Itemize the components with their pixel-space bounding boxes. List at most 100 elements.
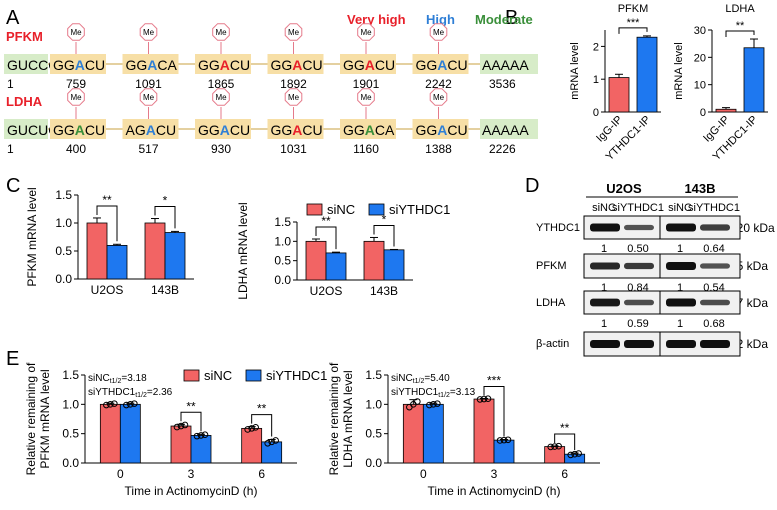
- significance-stars: ***: [627, 17, 641, 29]
- data-point: [272, 437, 279, 444]
- motif-sequence: AGACU: [126, 122, 177, 138]
- data-point: [504, 436, 512, 444]
- y-tick-label: 0.0: [365, 456, 382, 470]
- motif-position: 1901: [353, 77, 380, 91]
- data-point: [268, 438, 275, 446]
- bar: [422, 403, 444, 464]
- data-point: [555, 442, 562, 450]
- protein-band: [666, 298, 696, 307]
- bar: [305, 240, 327, 281]
- data-point: [177, 422, 185, 430]
- panel-a-label: A: [6, 7, 20, 29]
- half-life-annotation: siYTHDC1t1/2=2.36: [88, 387, 173, 399]
- legend-high: High: [426, 12, 455, 27]
- motif-box: [195, 119, 251, 139]
- protein-band: [666, 262, 696, 270]
- data-point: [127, 401, 134, 408]
- bar: [608, 77, 630, 113]
- significance-stars: ***: [487, 373, 501, 387]
- legend-very-high: Very high: [347, 12, 406, 27]
- methyl-icon: [67, 88, 85, 106]
- motif-box: [412, 54, 469, 74]
- bar: [363, 240, 385, 281]
- y-tick-label: 2: [593, 41, 599, 53]
- cell-line-label: U2OS: [606, 181, 642, 196]
- y-axis-label: mRNA level: [569, 42, 581, 99]
- significance-stars: **: [102, 193, 112, 207]
- panel-d-label: D: [525, 175, 539, 197]
- protein-label: β-actin: [536, 338, 569, 350]
- methyl-label: Me: [215, 93, 227, 102]
- protein-band: [624, 340, 654, 348]
- methyl-icon: [212, 23, 230, 41]
- y-tick-label: 0.0: [62, 456, 79, 470]
- significance-stars: *: [382, 212, 387, 226]
- end-flank-text: AAAAA: [482, 122, 529, 138]
- bar: [99, 403, 121, 464]
- significance-stars: **: [560, 421, 570, 435]
- start-flank-box: [4, 119, 48, 139]
- motif-box: [267, 119, 324, 139]
- data-point: [547, 443, 554, 451]
- lane-label: siNC: [592, 202, 616, 214]
- data-point: [248, 425, 255, 432]
- data-point: [103, 401, 110, 409]
- methyl-label: Me: [143, 28, 155, 37]
- methyl-icon: [429, 23, 448, 41]
- y-axis-label: PFKM mRNA level: [25, 187, 39, 286]
- y-axis-label: LDHA mRNA level: [341, 370, 355, 467]
- methyl-icon: [212, 88, 230, 106]
- chart-title: LDHA: [725, 3, 755, 15]
- y-axis-label: LDHA mRNA level: [236, 202, 250, 299]
- data-point: [201, 431, 209, 439]
- data-point: [193, 432, 201, 440]
- legend-moderate: Moderate: [475, 12, 533, 27]
- band-ratio: 1: [601, 318, 607, 330]
- data-point: [575, 450, 582, 457]
- methyl-icon: [284, 88, 303, 106]
- motif-sequence: GGACU: [53, 57, 105, 73]
- y-tick-label: 20: [694, 52, 706, 64]
- significance-bracket: [483, 385, 505, 437]
- motif-sequence: GGACU: [198, 122, 250, 138]
- data-point: [496, 437, 504, 444]
- y-tick-label: 1.0: [365, 397, 382, 411]
- data-point: [244, 426, 251, 433]
- band-ratio: 1: [677, 282, 683, 294]
- legend-e-sinc: siNC: [204, 368, 232, 383]
- band-ratio: 0.64: [703, 243, 724, 255]
- half-life-annotation: siNCt1/2=3.18: [88, 373, 147, 385]
- methyl-label: Me: [360, 28, 372, 37]
- legend-c-sinc-swatch: [306, 203, 323, 216]
- band-ratio: 0.50: [627, 243, 648, 255]
- methyl-label: Me: [288, 28, 300, 37]
- bar: [473, 398, 495, 464]
- bar: [493, 439, 515, 464]
- data-point: [111, 400, 118, 407]
- significance-bracket: [251, 414, 273, 437]
- end-flank-box: [480, 119, 538, 139]
- y-tick-label: 0.5: [365, 427, 382, 441]
- protein-band: [624, 299, 654, 306]
- lane-label: siNC: [668, 202, 692, 214]
- methyl-icon: [357, 23, 375, 41]
- motif-position: 2242: [425, 77, 452, 91]
- y-tick-label: 1: [593, 74, 599, 86]
- protein-label: PFKM: [536, 260, 567, 272]
- methyl-label: Me: [215, 28, 227, 37]
- gene-label-pfkm: PFKM: [6, 29, 43, 44]
- x-tick-label: 143B: [370, 284, 398, 298]
- y-tick-label: 0.0: [274, 273, 291, 287]
- bar: [636, 36, 658, 113]
- data-point: [476, 396, 484, 403]
- panel-e-ldha-chart: 0.0 0.5 1.0 1.5 Relative remaining of LDHA mR…: [327, 362, 600, 498]
- bar: [164, 232, 186, 280]
- motif-box: [50, 54, 106, 74]
- band-ratio: 1: [601, 282, 607, 294]
- significance-bracket: [554, 433, 576, 451]
- y-tick-label: 1.5: [274, 215, 291, 229]
- data-point: [173, 423, 181, 431]
- bar: [383, 249, 405, 281]
- x-axis-label: Time in ActinomycinD (h): [428, 484, 561, 498]
